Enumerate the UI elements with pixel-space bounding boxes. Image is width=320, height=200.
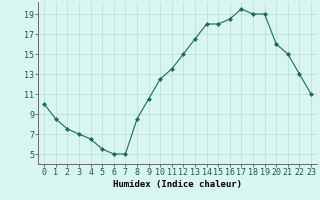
X-axis label: Humidex (Indice chaleur): Humidex (Indice chaleur): [113, 180, 242, 189]
